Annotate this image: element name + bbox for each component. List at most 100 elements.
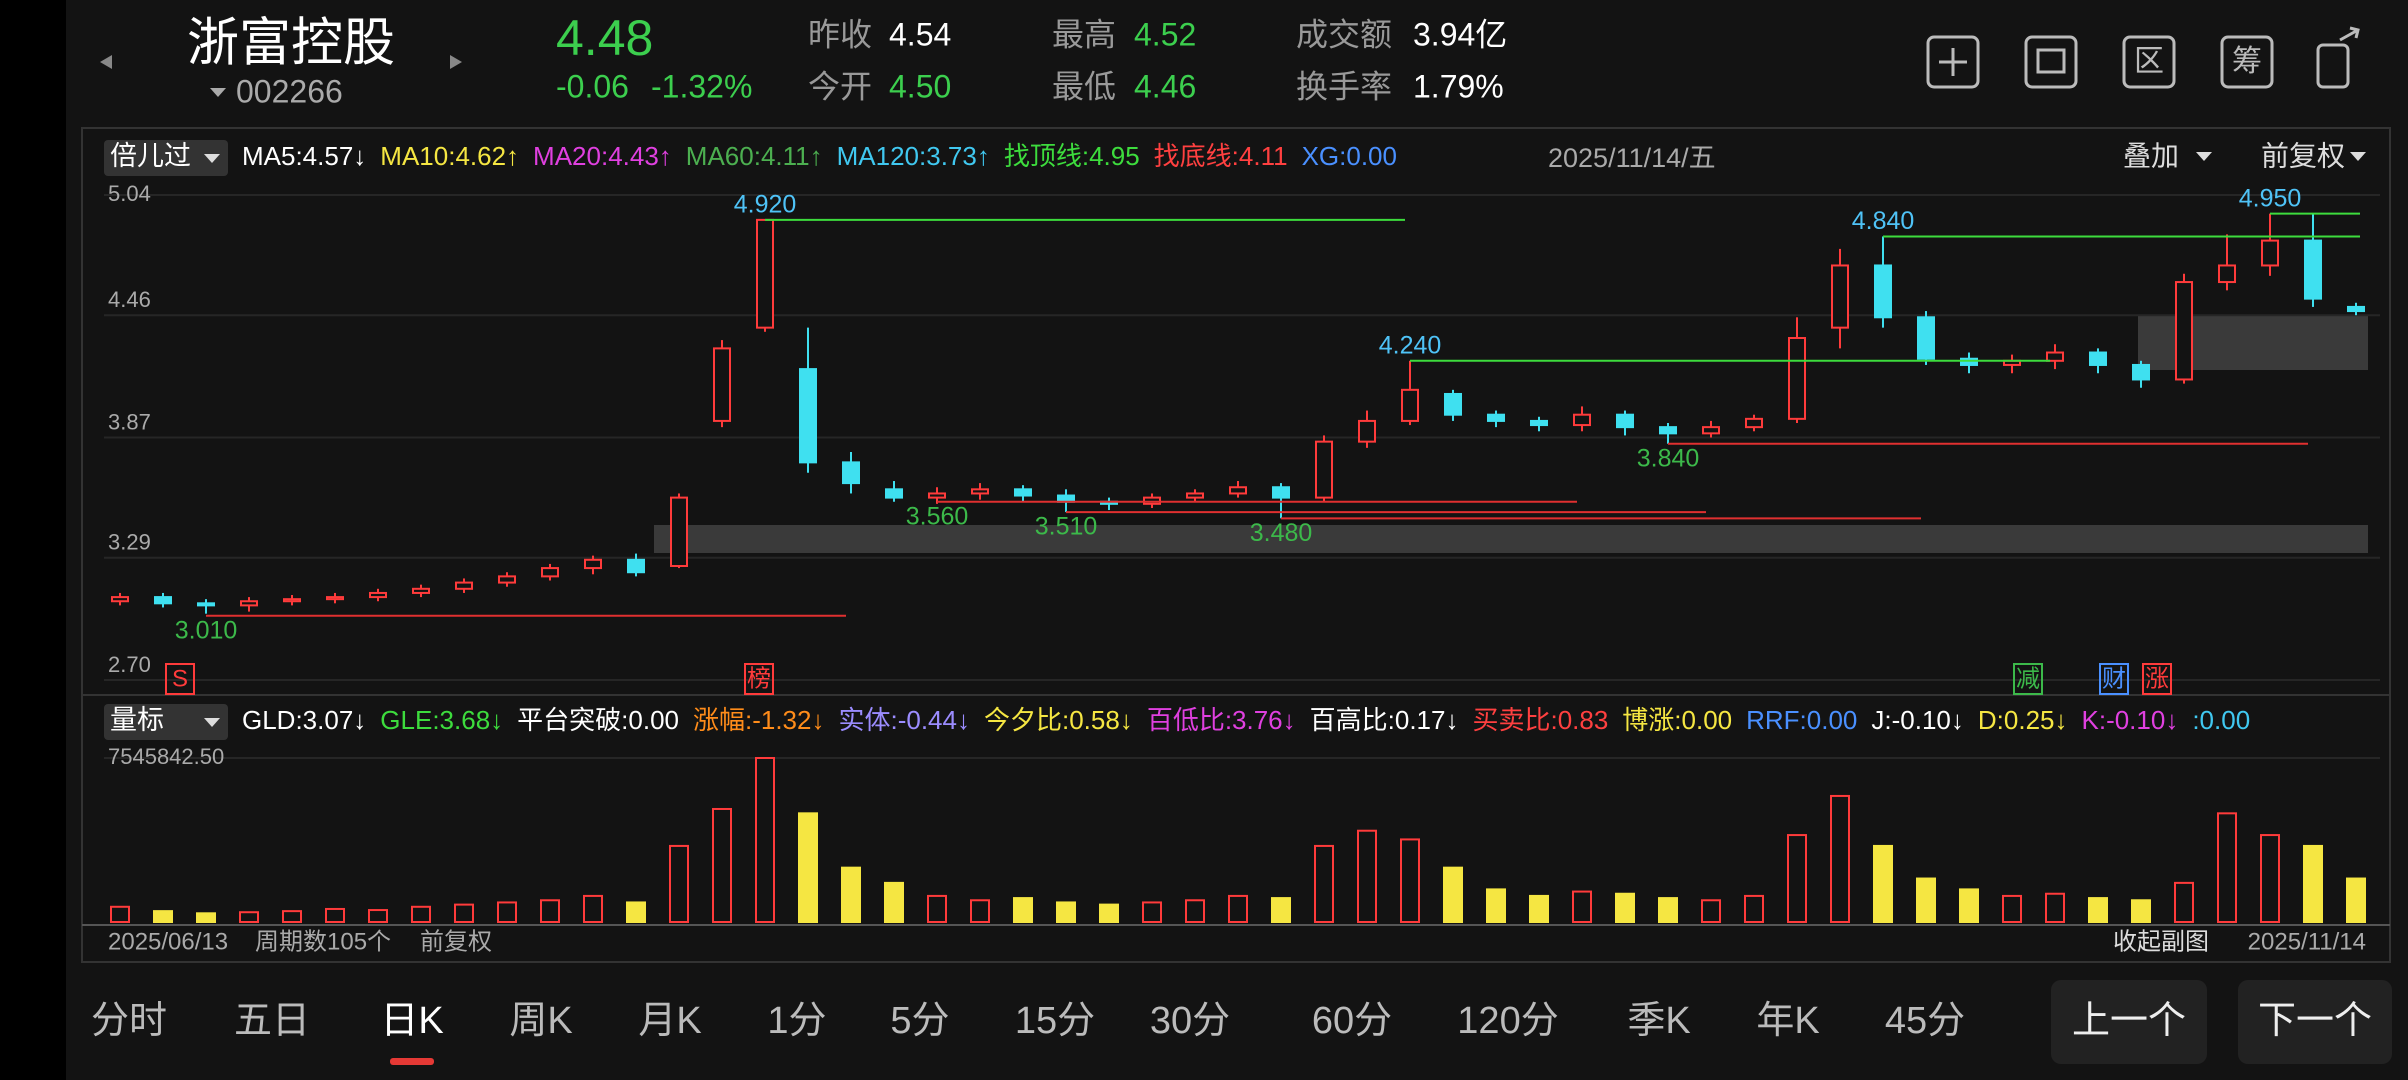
period-tab[interactable]: 五日 (234, 1000, 310, 1042)
prev-stock[interactable] (100, 55, 112, 69)
candle-body (1659, 426, 1677, 435)
volume-bar (1271, 897, 1291, 923)
level-label: 4.240 (1379, 331, 1442, 359)
candle-body (240, 600, 258, 607)
indicator: 博涨:0.00 (1622, 705, 1732, 735)
volume-bar (1357, 829, 1377, 924)
period-tab[interactable]: 5分 (890, 1000, 949, 1042)
overlay-dropdown (2196, 152, 2212, 161)
prev-button[interactable] (2051, 980, 2207, 1064)
stock-name: 浙富控股 (187, 15, 395, 73)
candle-body (1401, 388, 1419, 422)
candle-body (842, 461, 860, 485)
candle-body (283, 598, 301, 603)
period-tab[interactable]: 日K (380, 1000, 443, 1042)
add-button[interactable] (1926, 35, 1980, 89)
volume-bar (1099, 903, 1119, 923)
level-label: 3.510 (1035, 513, 1098, 541)
volume-bar (325, 907, 345, 924)
indicator: 平台突破:0.00 (517, 705, 679, 735)
next-button[interactable] (2238, 980, 2392, 1064)
stat-value: 4.50 (889, 68, 951, 104)
volume-bar (626, 901, 646, 924)
chip-button[interactable] (2220, 35, 2274, 89)
volume-bar (1959, 888, 1979, 924)
marker: 榜 (747, 665, 771, 692)
stat-label: 昨收 (808, 16, 872, 52)
period-tab[interactable]: 周K (509, 1000, 572, 1042)
range-button[interactable] (2122, 35, 2176, 89)
zone-band (2138, 315, 2368, 370)
candle-body (1831, 264, 1849, 329)
indicator-selector[interactable] (104, 704, 228, 740)
prev-label: 上一个 (2072, 1000, 2186, 1042)
candle-body (885, 488, 903, 499)
volume-bar (1314, 844, 1334, 924)
volume-bar (1572, 890, 1592, 923)
screen-button[interactable] (2024, 35, 2078, 89)
marker: 涨 (2145, 665, 2169, 692)
marker-box (2099, 663, 2129, 695)
stock-code: 002266 (236, 73, 343, 109)
period-tab[interactable]: 年K (1756, 1000, 1819, 1042)
indicator: D:0.25↓ (1978, 705, 2068, 735)
y-tick-label: 3.87 (108, 409, 151, 434)
candle-body (1573, 413, 1591, 427)
indicator: MA10:4.62↑ (380, 141, 519, 171)
volume-bar (2303, 844, 2323, 924)
volume-bar (1142, 901, 1162, 924)
stat-value: 4.46 (1134, 68, 1196, 104)
switch-icon (2339, 26, 2360, 42)
volume-bar (927, 894, 947, 924)
candle-body (1358, 419, 1376, 443)
period-tab[interactable]: 120分 (1457, 1000, 1558, 1042)
chart-panel (81, 127, 2391, 963)
candle-body (1917, 316, 1935, 360)
period-tab[interactable]: 45分 (1885, 1000, 1965, 1042)
period-tab[interactable]: 60分 (1312, 1000, 1392, 1042)
code-dropdown[interactable] (210, 88, 226, 97)
volume-bar (497, 901, 517, 924)
period-tab[interactable]: 季K (1627, 1000, 1690, 1042)
marker-box (2142, 663, 2172, 695)
indicator: 涨幅:-1.32↓ (693, 705, 825, 735)
volume-bar (110, 905, 130, 923)
candle-body (2261, 239, 2279, 267)
period-tab[interactable]: 30分 (1150, 1000, 1230, 1042)
indicator: RRF:0.00 (1746, 705, 1857, 735)
stat-label: 成交额 (1296, 16, 1392, 52)
volume-bar (2045, 892, 2065, 924)
switch-button[interactable] (2316, 43, 2350, 89)
candle-body (1745, 417, 1763, 429)
period-tab[interactable]: 月K (638, 1000, 701, 1042)
collapse[interactable]: 收起副图 (2113, 928, 2209, 955)
period-tab[interactable]: 15分 (1015, 1000, 1095, 1042)
candle-body (1014, 488, 1032, 497)
next-stock[interactable] (450, 55, 462, 69)
candle-body (1315, 440, 1333, 499)
indicator-selector[interactable] (104, 140, 228, 176)
period-tab[interactable]: 1分 (767, 1000, 826, 1042)
level-label: 4.950 (2239, 184, 2302, 212)
candle-body (412, 587, 430, 594)
indicator: XG:0.00 (1302, 141, 1397, 171)
volume-bar (2002, 894, 2022, 924)
next-label: 下一个 (2258, 1000, 2372, 1042)
volume-bar (2088, 897, 2108, 923)
adjust[interactable]: 前复权 (2261, 140, 2345, 171)
indicator: :0.00 (2192, 705, 2250, 735)
change-pct: -1.32% (651, 68, 752, 104)
overlay[interactable]: 叠加 (2123, 140, 2179, 171)
candle-body (1960, 357, 1978, 366)
indicator-name: 倍儿过 (110, 141, 191, 171)
stat-value: 4.52 (1134, 16, 1196, 52)
level-label: 3.480 (1250, 519, 1313, 547)
y-tick-label: 3.29 (108, 530, 151, 555)
candle-body (670, 496, 688, 568)
date: 2025/11/14/五 (1548, 143, 1716, 173)
level-label: 4.920 (734, 190, 797, 218)
candle-body (2304, 239, 2322, 300)
period-tab[interactable]: 分时 (91, 1000, 167, 1042)
